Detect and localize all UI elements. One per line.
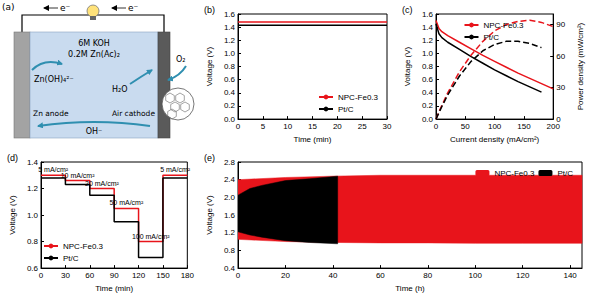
svg-text:0: 0 <box>556 114 561 124</box>
svg-text:150: 150 <box>517 122 531 131</box>
svg-text:1.6: 1.6 <box>422 10 434 19</box>
svg-text:30: 30 <box>383 122 392 131</box>
svg-text:0.8: 0.8 <box>224 246 236 255</box>
svg-text:30: 30 <box>61 271 70 280</box>
svg-text:1.2: 1.2 <box>224 228 236 237</box>
svg-text:5 mA/cm²: 5 mA/cm² <box>160 166 191 173</box>
svg-text:1.4: 1.4 <box>27 158 39 167</box>
svg-text:1.2: 1.2 <box>224 36 236 45</box>
svg-text:40: 40 <box>328 271 337 280</box>
svg-text:0: 0 <box>236 271 241 280</box>
svg-text:Zn anode: Zn anode <box>33 109 69 118</box>
svg-text:10: 10 <box>283 122 292 131</box>
svg-text:Voltage (V): Voltage (V) <box>8 195 17 235</box>
svg-text:Voltage (V): Voltage (V) <box>205 46 214 86</box>
svg-text:120: 120 <box>516 271 530 280</box>
svg-text:0.6: 0.6 <box>224 75 236 84</box>
svg-text:Voltage (V): Voltage (V) <box>205 195 214 235</box>
svg-text:Zn(OH)₄²⁻: Zn(OH)₄²⁻ <box>34 75 74 84</box>
svg-text:(a): (a) <box>2 2 15 12</box>
svg-text:(d): (d) <box>7 153 18 163</box>
svg-text:0.8: 0.8 <box>27 237 39 246</box>
svg-text:0.6: 0.6 <box>422 75 434 84</box>
svg-text:6M KOH: 6M KOH <box>78 39 110 48</box>
svg-text:0.2M Zn(Ac)₂: 0.2M Zn(Ac)₂ <box>68 50 120 59</box>
svg-text:0.4: 0.4 <box>224 88 236 97</box>
svg-text:Current density (mA/cm²): Current density (mA/cm²) <box>450 135 540 144</box>
svg-text:2.0: 2.0 <box>224 193 236 202</box>
svg-text:60: 60 <box>85 271 94 280</box>
svg-text:200: 200 <box>547 122 561 131</box>
svg-text:30: 30 <box>556 83 565 92</box>
svg-text:5: 5 <box>261 122 266 131</box>
svg-text:15: 15 <box>308 122 317 131</box>
svg-text:Time (min): Time (min) <box>294 135 332 144</box>
svg-text:10 mA/cm²: 10 mA/cm² <box>61 172 96 179</box>
svg-text:(e): (e) <box>204 153 215 163</box>
svg-text:0: 0 <box>39 271 44 280</box>
svg-text:100 mA/cm²: 100 mA/cm² <box>132 233 170 240</box>
svg-text:90: 90 <box>556 20 565 29</box>
svg-text:Voltage (V): Voltage (V) <box>403 46 412 86</box>
svg-text:80: 80 <box>423 271 432 280</box>
svg-text:120: 120 <box>132 271 146 280</box>
svg-text:Air cathode: Air cathode <box>112 109 155 118</box>
svg-text:100: 100 <box>488 122 502 131</box>
svg-text:Time (min): Time (min) <box>95 284 133 293</box>
svg-text:Pt/C: Pt/C <box>483 33 499 42</box>
svg-text:1.4: 1.4 <box>224 23 236 32</box>
svg-text:1.6: 1.6 <box>224 10 236 19</box>
svg-text:(b): (b) <box>204 5 215 15</box>
svg-text:NPC-Fe0.3: NPC-Fe0.3 <box>338 93 379 102</box>
svg-text:e⁻: e⁻ <box>128 3 139 13</box>
svg-text:O₂: O₂ <box>176 55 186 64</box>
svg-text:NPC-Fe0.3: NPC-Fe0.3 <box>63 242 104 251</box>
svg-text:50: 50 <box>461 122 470 131</box>
svg-text:50 mA/cm²: 50 mA/cm² <box>109 199 144 206</box>
svg-text:NPC-Fe0.3: NPC-Fe0.3 <box>494 169 535 178</box>
svg-text:20 mA/cm²: 20 mA/cm² <box>85 180 120 187</box>
svg-text:0: 0 <box>434 122 439 131</box>
svg-text:0.8: 0.8 <box>224 62 236 71</box>
svg-text:5 mA/cm²: 5 mA/cm² <box>38 166 69 174</box>
svg-text:2.8: 2.8 <box>224 158 236 167</box>
svg-text:90: 90 <box>110 271 119 280</box>
svg-text:Pt/C: Pt/C <box>338 105 354 114</box>
svg-text:0.6: 0.6 <box>27 264 39 273</box>
svg-text:60: 60 <box>556 52 565 61</box>
svg-text:0.8: 0.8 <box>422 62 434 71</box>
svg-text:0.2: 0.2 <box>224 101 236 110</box>
svg-text:0.0: 0.0 <box>422 115 434 124</box>
svg-text:Power density (mW/cm²): Power density (mW/cm²) <box>576 22 585 110</box>
svg-text:OH⁻: OH⁻ <box>86 127 103 136</box>
svg-text:Pt/C: Pt/C <box>557 169 573 178</box>
svg-text:20: 20 <box>281 271 290 280</box>
svg-text:e⁻: e⁻ <box>60 3 71 13</box>
svg-text:100: 100 <box>469 271 483 280</box>
svg-text:180: 180 <box>181 271 195 280</box>
svg-text:140: 140 <box>563 271 577 280</box>
svg-text:(c): (c) <box>402 5 413 15</box>
svg-text:0: 0 <box>236 122 241 131</box>
svg-text:H₂O: H₂O <box>112 85 128 94</box>
svg-text:0.4: 0.4 <box>224 264 236 273</box>
svg-text:NPC-Fe0.3: NPC-Fe0.3 <box>483 21 524 30</box>
svg-text:1.2: 1.2 <box>422 36 434 45</box>
svg-text:0.0: 0.0 <box>224 115 236 124</box>
svg-text:Pt/C: Pt/C <box>63 254 79 263</box>
svg-text:25: 25 <box>358 122 367 131</box>
svg-text:1.0: 1.0 <box>27 211 39 220</box>
svg-text:1.0: 1.0 <box>422 49 434 58</box>
svg-text:2.4: 2.4 <box>224 175 236 184</box>
svg-text:0.4: 0.4 <box>422 88 434 97</box>
svg-text:60: 60 <box>376 271 385 280</box>
svg-text:0.2: 0.2 <box>422 101 434 110</box>
svg-text:Time (h): Time (h) <box>395 284 425 293</box>
svg-text:1.0: 1.0 <box>224 49 236 58</box>
svg-text:20: 20 <box>333 122 342 131</box>
svg-text:1.6: 1.6 <box>224 211 236 220</box>
svg-text:1.2: 1.2 <box>27 184 39 193</box>
svg-text:1.4: 1.4 <box>422 23 434 32</box>
svg-text:150: 150 <box>156 271 170 280</box>
